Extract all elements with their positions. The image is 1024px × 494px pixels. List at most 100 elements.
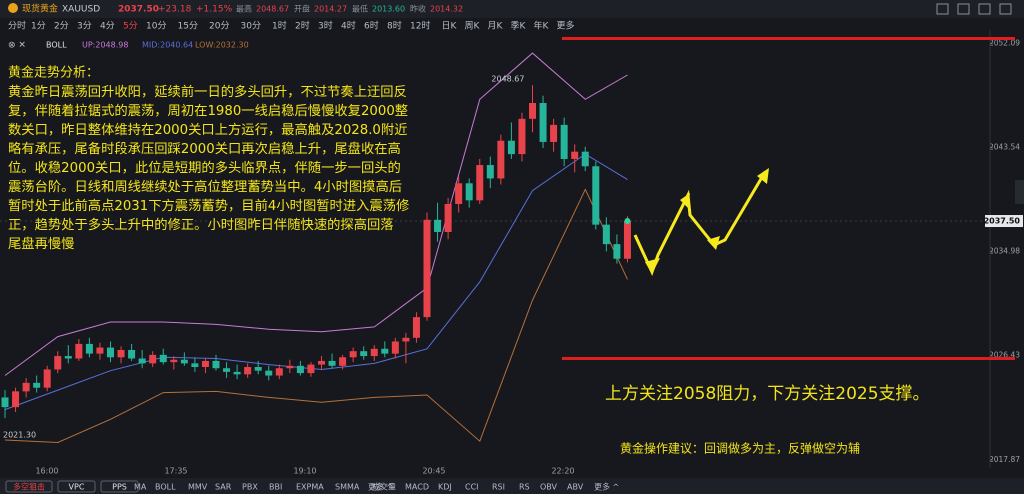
candle-body [507,140,515,155]
candle-body [497,140,505,179]
indicator-tab[interactable]: RSI [492,483,505,492]
candle-body [423,219,431,318]
timeframe[interactable]: 4时 [341,20,356,32]
candle-body [539,103,547,142]
indicator-tab[interactable]: EXPMA [296,483,324,492]
indicator-tab[interactable]: 成交量 [372,482,396,492]
toolbar-button[interactable] [5,480,53,493]
candle-body [180,359,188,364]
timeframe[interactable]: 5分 [123,21,138,32]
x-tick-label: 19:10 [293,467,316,476]
candle-body [128,349,136,359]
toolbar-button[interactable] [100,480,139,493]
timeframe[interactable]: 20分 [209,21,229,32]
x-tick-label: 22:20 [551,467,574,476]
indicator-tab[interactable]: RS [519,483,530,492]
indicator-tab[interactable]: 更多 ^ [368,482,393,492]
timeframe[interactable]: 分时 [8,20,26,32]
toolbar-button-label[interactable]: VPC [69,483,85,492]
candle-body [43,369,51,388]
y-tick-label: 2017.87 [989,455,1020,464]
candle-body [476,165,484,201]
timeframe[interactable]: 2时 [295,20,310,32]
low-label: 2021.30 [3,431,36,440]
timeframe[interactable]: 8时 [387,20,402,32]
last-dot [624,218,631,225]
indicator-tab[interactable]: BOLL [155,483,176,492]
candle-body [33,382,41,388]
arrow-head [707,236,720,250]
timeframe[interactable]: 3时 [318,20,333,32]
candle-body [265,370,273,376]
icon[interactable] [999,3,1012,15]
arrow-head [645,258,660,274]
analysis-line: 暂时处于此前高点2031下方震荡蓄势，目前4小时图暂时进入震荡修 [8,197,409,214]
candle-body [434,219,442,232]
candle-body [602,224,610,245]
candle-body [307,364,315,374]
indicator-tab[interactable]: MMV [188,483,208,492]
indicator-tab[interactable]: MACD [405,483,429,492]
collapse[interactable]: ⊗ ✕ [8,41,26,51]
indicator-tab[interactable]: OBV [540,483,558,492]
toolbar-button-label[interactable]: 多空狙击 [13,482,45,492]
price-tag-label: 2037.50 [984,217,1021,226]
boll-line [4,188,628,444]
plot: 2052.09 2043.54 2034.98 2026.43 2017.87 16:00… [0,30,1020,476]
indicator-tab[interactable]: MA [134,483,147,492]
candle-body [455,183,463,204]
icon[interactable] [957,3,970,15]
y-tick-label: 2026.43 [989,351,1020,360]
indicator-tab[interactable]: ABV [567,483,584,492]
indicator-tab[interactable]: BBI [269,483,282,492]
boll-line [4,153,628,411]
candle-body [159,354,167,363]
timeframe[interactable]: 年K [534,20,550,32]
timeframe[interactable]: 6时 [364,20,379,32]
candle-body [518,118,526,155]
indicator-tab[interactable]: SMMA [335,483,360,492]
timeframe[interactable]: 更多 [557,20,575,32]
timeframe[interactable]: 日K [442,21,458,32]
levels-note: 上方关注2058阻力，下方关注2025支撑。 [605,384,930,404]
timeframe[interactable]: 1时 [272,20,287,32]
symbol-name[interactable]: 现货黄金 [22,3,58,15]
candle-body [85,343,93,354]
indicator-tab[interactable]: KDJ [438,483,452,492]
candle-body [22,382,30,392]
analysis-title: 黄金走势分析： [8,65,99,81]
indicator-tab[interactable]: SAR [215,483,232,492]
timeframe[interactable]: 15分 [178,21,198,32]
arrow-head [680,193,690,208]
stat-label: 昨收 [410,4,426,14]
timeframe[interactable]: 月K [488,21,504,32]
analysis-line: 震荡台阶。日线和周线继续处于高位整理蓄势当中。4小时图摸高后 [8,178,402,195]
timeframe[interactable]: 3分 [77,21,92,32]
indicator-tab[interactable]: CCI [465,483,479,492]
symbol[interactable]: XAUUSD [62,5,100,15]
toolbar-button-label[interactable]: PPS [112,483,127,492]
toolbar-button[interactable] [57,480,96,493]
stat-value: 2048.67 [256,5,289,14]
change-pct: +1.15% [196,5,233,15]
indicator-tab[interactable]: 更多 ^ [594,482,619,492]
timeframe[interactable]: 2分 [54,21,69,32]
icon[interactable] [936,3,949,15]
timeframe[interactable]: 12时 [410,20,430,32]
timeframe[interactable]: 10分 [146,21,166,32]
indicator-tab[interactable]: PBX [242,483,258,492]
timeframe[interactable]: 30分 [241,21,261,32]
bottom-bar [0,478,1024,494]
timeframe[interactable]: 周K [465,21,481,32]
timeframe[interactable]: 季K [511,20,527,32]
advice: 黄金操作建议：回调做多为主，反弹做空为辅 [620,441,860,456]
timeframe[interactable]: 4分 [100,21,115,32]
x-tick-label: 16:00 [35,467,58,476]
icon[interactable] [978,3,991,15]
analysis-line: 位。收稳2000关口，此位是短期的多头临界点，伴随一步一回头的 [8,159,401,176]
candle-body [529,103,536,119]
side-tab[interactable] [1015,180,1024,204]
timeframe[interactable]: 1分 [31,21,46,32]
